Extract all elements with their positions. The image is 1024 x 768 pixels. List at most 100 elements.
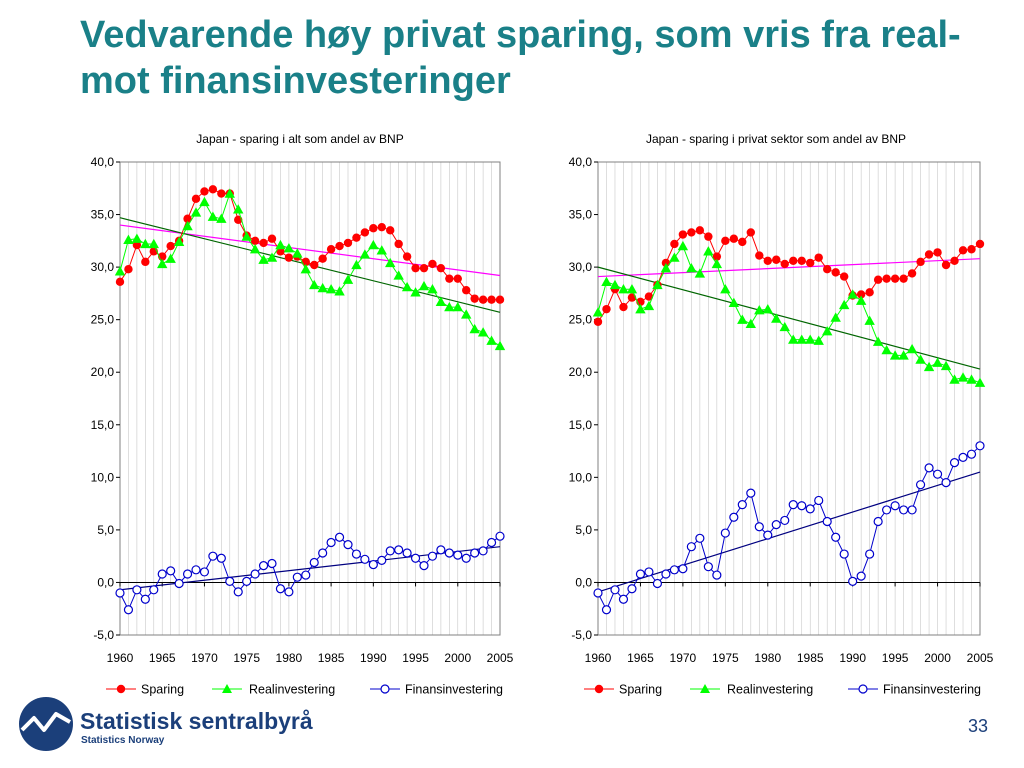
point-realinvestering — [275, 239, 286, 250]
point-realinvestering — [224, 188, 235, 198]
point-sparing — [267, 234, 277, 243]
point-finansinvestering — [436, 545, 446, 555]
legend-label-realinvestering: Realinvestering — [727, 683, 813, 697]
point-sparing — [831, 268, 840, 277]
x-tick-label: 1975 — [712, 651, 739, 665]
y-tick-label: 5,0 — [97, 523, 114, 537]
point-finansinvestering — [754, 522, 764, 532]
point-realinvestering — [906, 343, 918, 354]
point-sparing — [276, 247, 285, 256]
point-realinvestering — [762, 303, 773, 314]
point-realinvestering — [148, 238, 159, 249]
point-finansinvestering — [907, 505, 917, 515]
point-sparing — [627, 293, 637, 302]
point-finansinvestering — [635, 569, 646, 579]
point-realinvestering — [452, 301, 463, 312]
y-tick-label: 0,0 — [575, 575, 592, 589]
point-sparing — [856, 290, 866, 299]
point-realinvestering — [385, 257, 396, 268]
point-finansinvestering — [627, 584, 637, 594]
point-finansinvestering — [720, 528, 730, 538]
point-sparing — [865, 288, 874, 297]
point-realinvestering — [266, 252, 278, 262]
x-tick-label: 1985 — [797, 651, 824, 665]
point-sparing — [704, 232, 713, 241]
chart-title: Japan - sparing i alt som andel av BNP — [196, 132, 403, 146]
y-tick-label: 10,0 — [91, 470, 115, 484]
point-realinvestering — [435, 296, 447, 306]
point-sparing — [746, 228, 755, 237]
point-finansinvestering — [601, 605, 612, 615]
point-finansinvestering — [780, 515, 790, 526]
point-sparing — [907, 269, 917, 278]
point-realinvestering — [872, 336, 884, 346]
point-finansinvestering — [797, 501, 807, 511]
point-sparing — [695, 226, 705, 235]
logo-wave-icon — [20, 712, 71, 732]
series-line-sparing — [597, 229, 981, 323]
point-realinvestering — [779, 321, 790, 332]
point-finansinvestering — [746, 488, 756, 498]
point-realinvestering — [418, 280, 430, 291]
point-sparing — [619, 302, 628, 312]
point-finansinvestering — [966, 449, 977, 459]
point-finansinvestering — [250, 569, 260, 579]
y-tick-label: 40,0 — [569, 155, 593, 169]
point-realinvestering — [157, 258, 168, 269]
trend-line-finansinvestering — [597, 471, 981, 593]
point-finansinvestering — [975, 441, 985, 451]
point-realinvestering — [966, 374, 977, 384]
x-tick-label: 1990 — [360, 651, 387, 665]
point-realinvestering — [855, 295, 867, 305]
point-realinvestering — [940, 360, 952, 371]
point-sparing — [755, 251, 764, 260]
point-realinvestering — [359, 249, 371, 259]
point-sparing — [208, 185, 218, 194]
point-realinvestering — [626, 283, 638, 294]
point-finansinvestering — [140, 594, 150, 604]
series-line-finansinvestering — [119, 535, 501, 611]
point-realinvestering — [334, 286, 345, 296]
point-realinvestering — [830, 312, 841, 322]
point-realinvestering — [494, 340, 506, 351]
legend-marker-sparing — [116, 684, 126, 694]
point-realinvestering — [342, 274, 354, 284]
point-finansinvestering — [284, 587, 294, 597]
point-finansinvestering — [652, 578, 663, 589]
point-finansinvestering — [618, 594, 629, 604]
point-sparing — [318, 254, 327, 263]
point-realinvestering — [182, 220, 193, 231]
point-finansinvestering — [678, 564, 688, 574]
point-sparing — [797, 256, 806, 266]
point-finansinvestering — [686, 542, 696, 552]
point-sparing — [217, 189, 226, 198]
point-realinvestering — [822, 326, 833, 336]
point-finansinvestering — [427, 551, 438, 561]
point-realinvestering — [686, 262, 697, 273]
y-tick-label: 35,0 — [91, 208, 115, 222]
point-sparing — [958, 246, 968, 255]
point-sparing — [402, 252, 412, 261]
legend-marker-sparing — [594, 684, 604, 694]
legend-marker-finansinvestering — [380, 684, 390, 694]
point-realinvestering — [745, 318, 756, 329]
point-sparing — [602, 304, 611, 314]
point-finansinvestering — [856, 571, 866, 581]
point-realinvestering — [754, 305, 765, 315]
point-finansinvestering — [712, 570, 722, 580]
point-realinvestering — [325, 283, 337, 294]
point-finansinvestering — [729, 512, 739, 522]
x-tick-label: 1980 — [754, 651, 781, 665]
legend-label-sparing: Sparing — [619, 683, 662, 697]
point-realinvestering — [114, 266, 126, 276]
point-finansinvestering — [470, 548, 480, 558]
x-tick-label: 1970 — [670, 651, 697, 665]
point-realinvestering — [368, 239, 379, 250]
point-realinvestering — [957, 372, 969, 382]
point-sparing — [411, 263, 420, 273]
point-sparing — [975, 239, 985, 249]
legend-label-sparing: Sparing — [141, 683, 184, 697]
point-realinvestering — [652, 279, 663, 290]
legend-label-finansinvestering: Finansinvestering — [883, 683, 981, 697]
point-realinvestering — [592, 307, 604, 317]
